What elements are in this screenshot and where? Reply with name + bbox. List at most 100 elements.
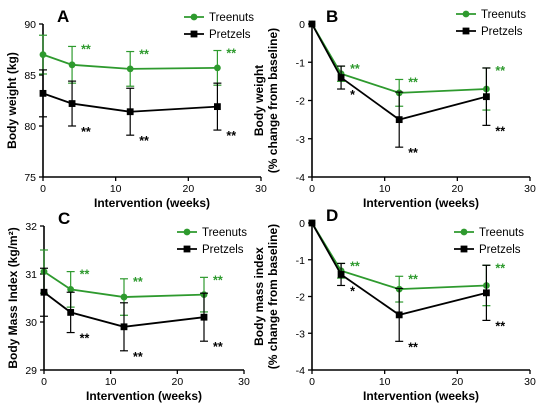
series-line [311,222,487,316]
significance-marker: ** [350,62,360,76]
x-tick-label: 20 [171,376,183,388]
data-point [39,51,47,58]
series-treenuts: ** ** ** [308,219,505,307]
significance-marker: ** [81,125,91,139]
data-point [67,285,75,293]
x-tick-label: 30 [255,183,267,195]
x-axis-title: Intervention (weeks) [86,389,202,403]
data-point [337,271,345,278]
significance-marker: ** [213,340,223,354]
x-tick-label: 0 [309,376,315,388]
y-tick-label: 80 [24,121,36,133]
significance-marker: ** [408,146,418,160]
y-tick-label: 0 [299,19,305,31]
data-point [308,20,316,28]
series-pretzels: ** ** ** [39,69,236,148]
y-tick-label: 31 [25,269,37,281]
significance-marker: ** [139,48,149,62]
series-line [42,92,218,113]
x-tick-label: 10 [379,376,391,388]
series-pretzels: ** ** ** [40,267,223,364]
x-tick-label: 30 [524,376,536,388]
series-treenuts: ** ** ** [40,249,223,316]
significance-marker: ** [350,259,360,273]
y-tick-label: 0 [299,218,305,230]
x-tick-label: 20 [182,183,194,195]
data-point [483,93,490,101]
data-point [308,219,316,227]
panel-a: 0 10 20 30 75 80 85 90 Intervention (weeks) Body … [5,7,267,210]
significance-marker: ** [226,129,236,143]
y-tick-label: -3 [296,134,305,146]
x-tick-label: 10 [110,183,122,195]
significance-marker: ** [408,340,418,354]
data-point [67,309,75,316]
data-point [214,103,221,111]
data-point [68,100,76,107]
legend-label: Pretzels [479,244,521,256]
x-axis-title: Intervention (weeks) [363,196,479,210]
data-point [120,293,128,301]
y-axis-title: Body weight (kg) [5,52,19,149]
y-tick-label: 85 [24,70,36,82]
legend-label: Treenuts [202,227,247,239]
panel-label: C [58,209,70,228]
x-tick-label: 30 [238,376,250,388]
y-axis-title: Body Mass Index (kg/m²) [6,227,20,368]
x-tick-label: 0 [41,376,47,388]
panel-label: A [57,7,69,26]
series-line [42,53,218,70]
data-point [483,289,490,297]
significance-marker: ** [213,273,223,287]
significance-marker: ** [495,319,505,333]
series-line [43,270,205,298]
series-pretzels: ***** [308,20,505,160]
legend-marker [190,13,198,21]
y-tick-label: 30 [25,317,37,329]
significance-marker: ** [133,350,143,364]
significance-marker: ** [133,275,143,289]
x-tick-label: 10 [379,183,391,195]
data-point [337,74,345,81]
data-point [395,116,403,124]
y-axis-title: Body weight [252,65,266,136]
panel-label: B [326,7,338,26]
significance-marker: ** [495,64,505,78]
series-treenuts: ** ** ** [39,34,236,87]
significance-marker: ** [495,261,505,275]
x-tick-label: 20 [451,376,463,388]
significance-marker: ** [408,272,418,286]
legend-marker [183,245,191,253]
series-pretzels: ***** [308,219,505,354]
data-point [39,89,47,97]
data-point [40,288,48,296]
significance-marker: ** [408,75,418,89]
x-tick-label: 0 [309,183,315,195]
x-tick-label: 10 [105,376,117,388]
x-axis-title: Intervention (weeks) [94,196,210,210]
data-point [126,65,134,73]
significance-marker: ** [81,42,91,56]
y-tick-label: -4 [296,365,305,377]
y-tick-label: -4 [296,172,305,184]
y-axis-title: Body mass index [252,247,266,346]
panel-label: D [326,206,338,225]
significance-marker: ** [80,268,90,282]
x-tick-label: 0 [40,183,46,195]
significance-marker: ** [226,47,236,61]
y-tick-label: -2 [296,96,305,108]
y-tick-label: 90 [24,19,36,31]
legend-label: Treenuts [481,9,526,21]
significance-marker: ** [139,134,149,148]
significance-marker: ** [80,332,90,346]
data-point [68,61,76,69]
legend-marker [462,27,470,35]
legend-marker [462,10,470,18]
y-axis-title-line2: (% change from baseline) [266,224,280,369]
legend-label: Treenuts [479,227,524,239]
y-axis-title-line2: (% change from baseline) [266,28,280,173]
panel-b: 0 10 20 30 -4 -3 -2 -1 0 Intervention (weeks) Body… [252,7,536,210]
y-tick-label: -2 [296,292,305,304]
